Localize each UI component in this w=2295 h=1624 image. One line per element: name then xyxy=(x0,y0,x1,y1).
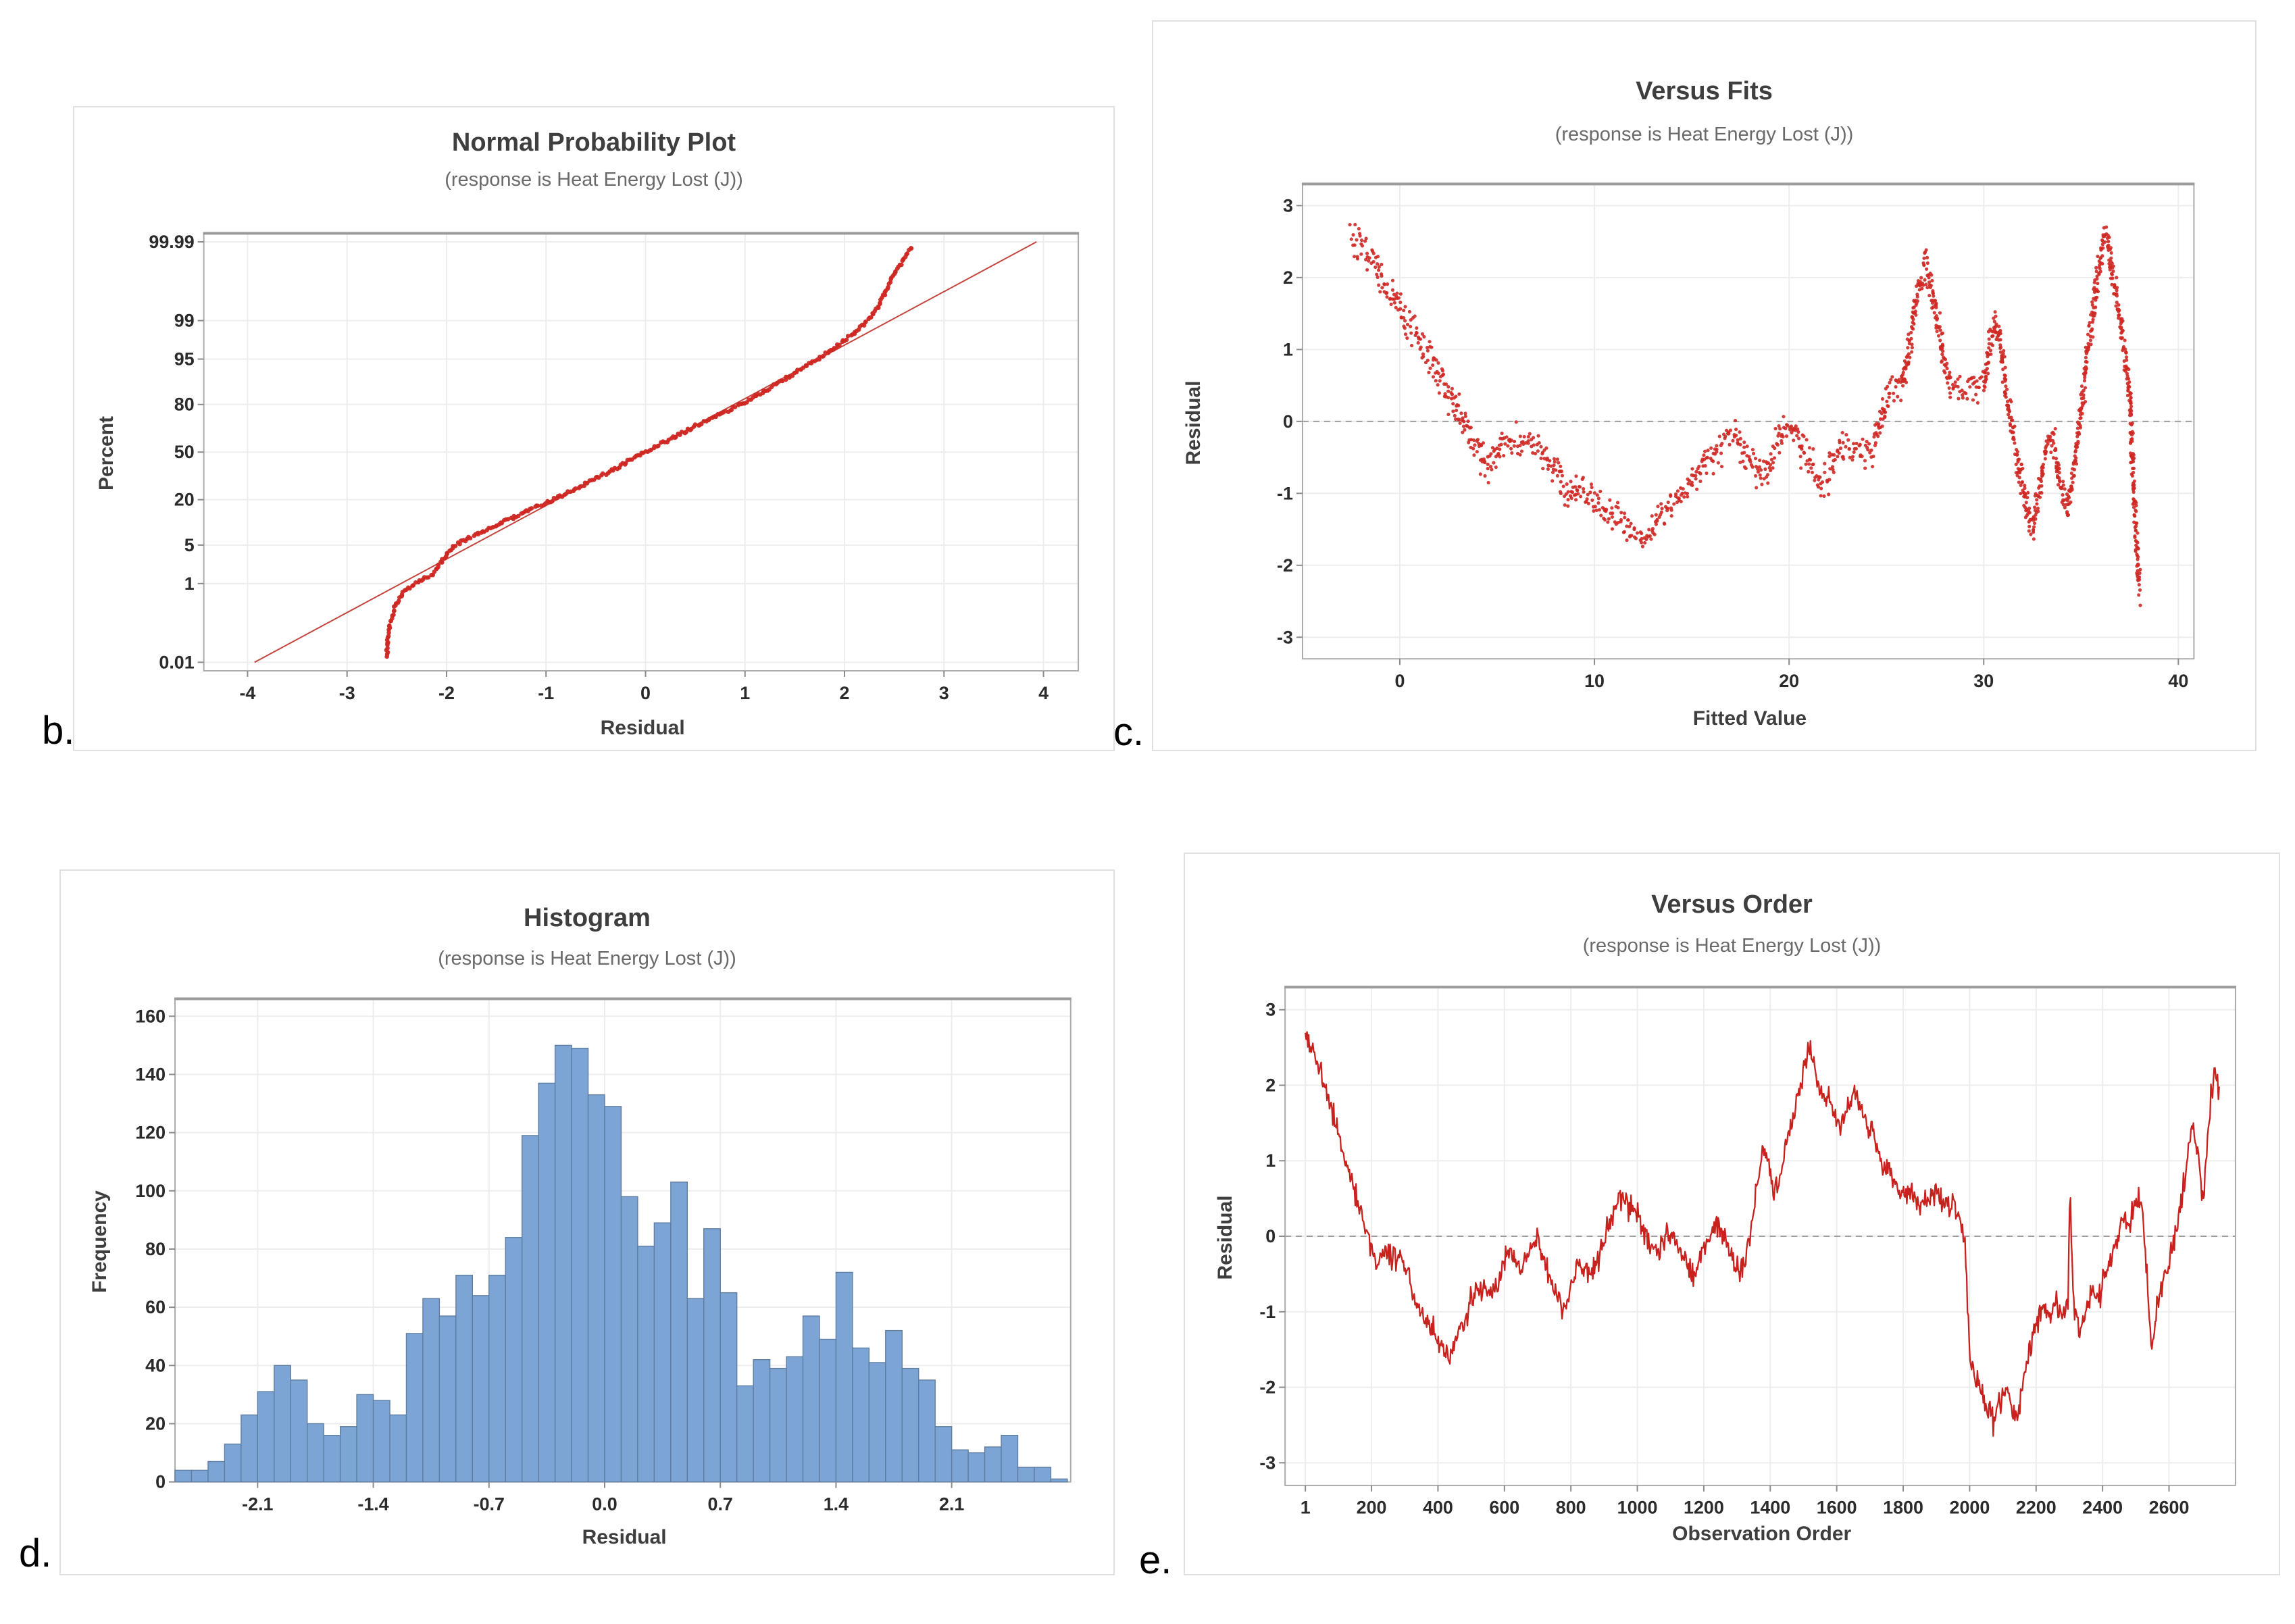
svg-text:10: 10 xyxy=(1584,671,1605,691)
svg-text:1: 1 xyxy=(740,683,750,703)
chart-title: Versus Fits xyxy=(1636,77,1773,106)
panel-histogram: Histogram (response is Heat Energy Lost … xyxy=(59,869,1115,1575)
versus-order-canvas: 1 200 400 600 800 1000 1200 1400 1600 1800 2000 220… xyxy=(1259,986,2236,1518)
svg-text:3: 3 xyxy=(939,683,949,703)
panel-versus-fits: Versus Fits (response is Heat Energy Los… xyxy=(1152,20,2256,751)
chart-title: Histogram xyxy=(524,904,651,933)
svg-text:0.0: 0.0 xyxy=(592,1494,617,1514)
svg-text:4: 4 xyxy=(1038,683,1049,703)
svg-text:50: 50 xyxy=(174,442,195,462)
chart-title: Normal Probability Plot xyxy=(451,128,736,157)
svg-text:2400: 2400 xyxy=(2082,1498,2123,1518)
svg-text:120: 120 xyxy=(135,1123,166,1143)
svg-text:0: 0 xyxy=(1283,411,1293,432)
figure-label-c: c. xyxy=(1113,710,1144,754)
svg-text:400: 400 xyxy=(1423,1498,1453,1518)
svg-text:20: 20 xyxy=(174,490,195,510)
svg-text:2: 2 xyxy=(1283,268,1293,288)
svg-text:1800: 1800 xyxy=(1883,1498,1923,1518)
svg-text:800: 800 xyxy=(1556,1498,1586,1518)
svg-text:30: 30 xyxy=(1973,671,1994,691)
svg-text:140: 140 xyxy=(135,1064,166,1084)
y-axis-label: Residual xyxy=(1182,380,1205,465)
svg-text:2: 2 xyxy=(1265,1075,1276,1095)
svg-text:99: 99 xyxy=(174,311,195,331)
svg-text:40: 40 xyxy=(2168,671,2188,691)
svg-text:-1.4: -1.4 xyxy=(357,1494,388,1514)
svg-text:600: 600 xyxy=(1489,1498,1519,1518)
svg-text:1: 1 xyxy=(184,574,195,594)
svg-text:1: 1 xyxy=(1265,1150,1276,1171)
svg-text:99.99: 99.99 xyxy=(149,232,194,252)
y-axis-label: Percent xyxy=(95,416,118,491)
svg-text:-2: -2 xyxy=(438,683,455,703)
x-axis-label: Residual xyxy=(582,1525,667,1548)
svg-text:0: 0 xyxy=(1265,1226,1276,1246)
svg-text:80: 80 xyxy=(145,1239,166,1259)
svg-text:3: 3 xyxy=(1265,1000,1276,1020)
svg-text:-3: -3 xyxy=(1259,1452,1276,1473)
svg-text:20: 20 xyxy=(145,1413,166,1433)
x-axis-label: Observation Order xyxy=(1672,1522,1852,1545)
svg-text:1200: 1200 xyxy=(1684,1498,1724,1518)
svg-text:-3: -3 xyxy=(1277,627,1293,647)
svg-text:1400: 1400 xyxy=(1750,1498,1790,1518)
svg-text:0: 0 xyxy=(155,1472,166,1492)
figure-label-b: b. xyxy=(42,709,75,753)
chart-subtitle: (response is Heat Energy Lost (J)) xyxy=(438,947,736,969)
svg-text:-2.1: -2.1 xyxy=(242,1494,273,1514)
svg-text:1.4: 1.4 xyxy=(824,1494,849,1514)
svg-text:-1: -1 xyxy=(1259,1302,1276,1322)
histogram-canvas: -2.1 -1.4 -0.7 0.0 0.7 1.4 2.1 0 20 40 60 80 100 120 1… xyxy=(135,997,1071,1514)
svg-text:0.7: 0.7 xyxy=(708,1494,733,1514)
y-axis-label: Residual xyxy=(1214,1195,1236,1280)
y-axis-label: Frequency xyxy=(89,1190,111,1293)
panel-versus-order: Versus Order (response is Heat Energy Lo… xyxy=(1184,853,2280,1575)
svg-text:-3: -3 xyxy=(339,683,355,703)
figure-label-d: d. xyxy=(19,1531,52,1575)
svg-text:200: 200 xyxy=(1357,1498,1387,1518)
svg-text:-2: -2 xyxy=(1277,555,1293,576)
chart-title: Versus Order xyxy=(1651,890,1813,919)
svg-text:100: 100 xyxy=(135,1181,166,1201)
svg-text:-0.7: -0.7 xyxy=(474,1494,505,1514)
svg-text:-4: -4 xyxy=(239,683,255,703)
svg-text:2.1: 2.1 xyxy=(939,1494,964,1514)
x-axis-label: Fitted Value xyxy=(1692,707,1807,730)
chart-subtitle: (response is Heat Energy Lost (J)) xyxy=(1582,934,1882,957)
svg-text:2000: 2000 xyxy=(1950,1498,1990,1518)
panel-normal-probability-plot: Normal Probability Plot (response is Hea… xyxy=(73,106,1115,751)
svg-text:1: 1 xyxy=(1301,1498,1311,1518)
svg-text:80: 80 xyxy=(174,395,195,415)
svg-text:20: 20 xyxy=(1779,671,1799,691)
svg-text:40: 40 xyxy=(145,1355,166,1375)
svg-text:2600: 2600 xyxy=(2149,1498,2190,1518)
chart-subtitle: (response is Heat Energy Lost (J)) xyxy=(445,168,743,191)
x-axis-label: Residual xyxy=(600,717,685,740)
svg-text:0: 0 xyxy=(640,683,651,703)
svg-text:0.01: 0.01 xyxy=(159,652,194,672)
chart-subtitle: (response is Heat Energy Lost (J)) xyxy=(1555,124,1854,146)
svg-text:1: 1 xyxy=(1283,339,1293,359)
svg-text:3: 3 xyxy=(1283,195,1293,215)
svg-text:2200: 2200 xyxy=(2016,1498,2057,1518)
normal-probability-plot-canvas: -4 -3 -2 -1 0 1 2 3 4 0.01 1 5 20 50 80 95 99 99.99 xyxy=(149,232,1080,703)
svg-text:1600: 1600 xyxy=(1817,1498,1857,1518)
svg-text:1000: 1000 xyxy=(1617,1498,1658,1518)
svg-text:-1: -1 xyxy=(1277,483,1293,503)
svg-text:2: 2 xyxy=(840,683,850,703)
figure-label-e: e. xyxy=(1139,1538,1172,1582)
svg-text:95: 95 xyxy=(174,349,195,370)
svg-text:60: 60 xyxy=(145,1297,166,1317)
svg-text:-2: -2 xyxy=(1259,1377,1276,1398)
svg-text:0: 0 xyxy=(1394,671,1405,691)
svg-text:-1: -1 xyxy=(538,683,554,703)
svg-text:5: 5 xyxy=(184,535,195,555)
svg-text:160: 160 xyxy=(135,1006,166,1026)
